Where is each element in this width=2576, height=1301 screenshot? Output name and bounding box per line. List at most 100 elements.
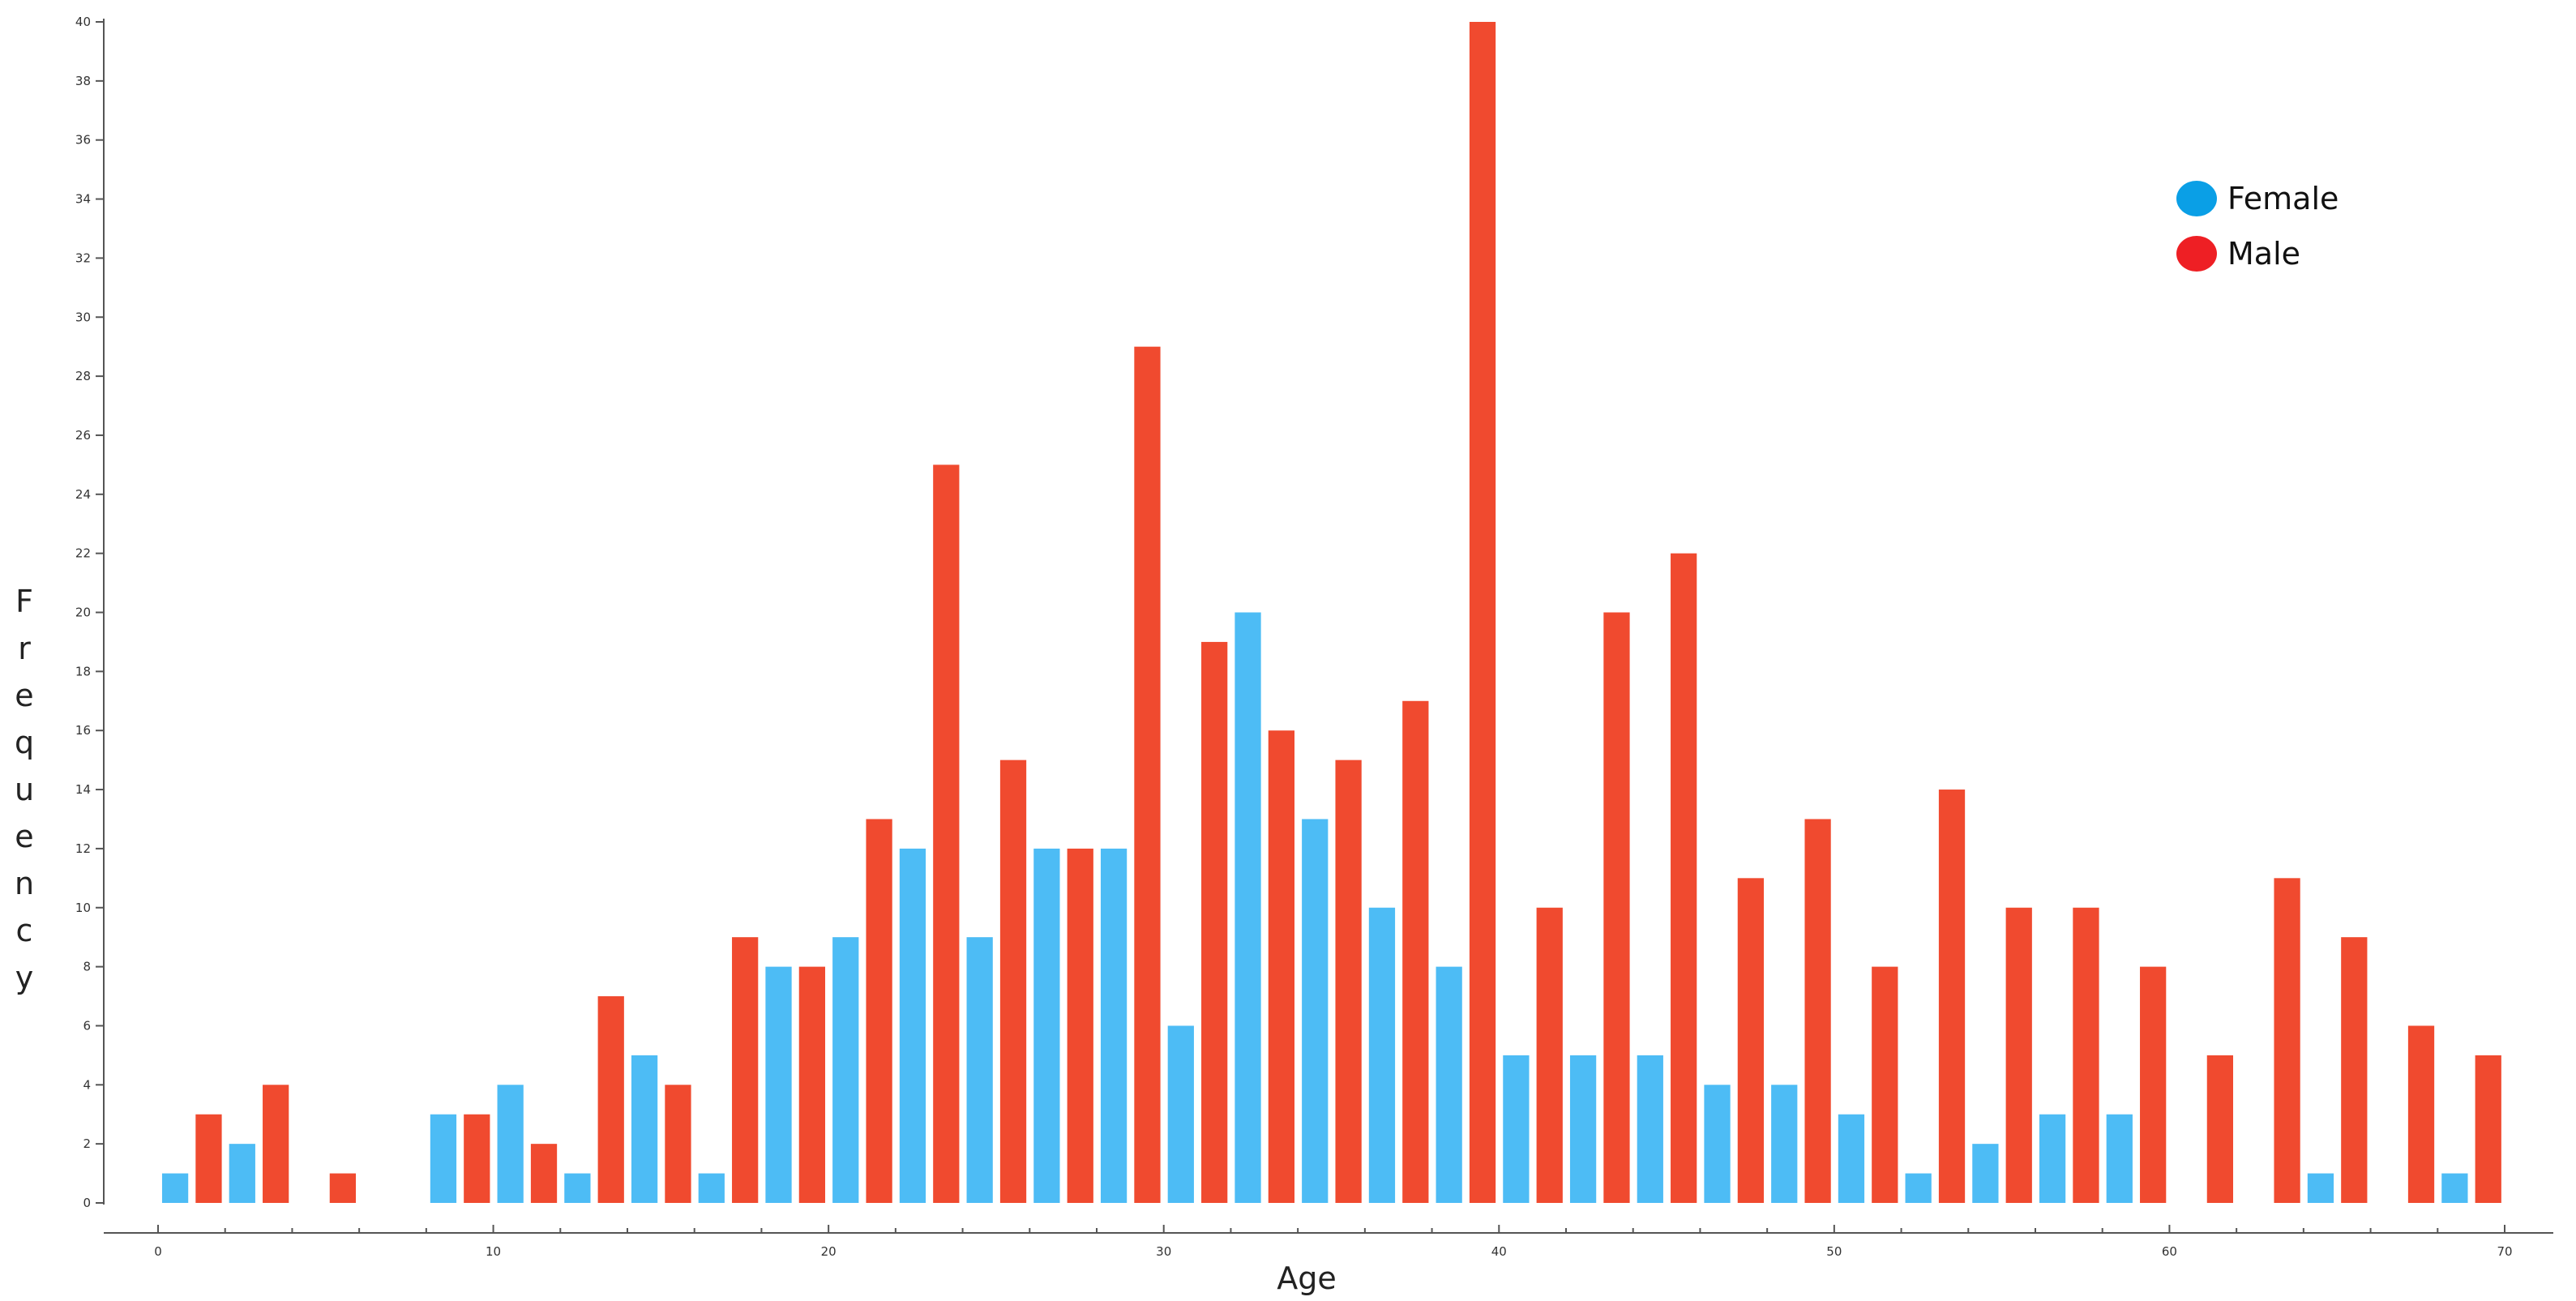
male-bar	[263, 1085, 289, 1203]
male-bar	[2005, 907, 2032, 1203]
male-bar	[732, 937, 759, 1203]
female-bar	[631, 1055, 658, 1203]
female-bar	[832, 937, 859, 1203]
male-bar	[798, 966, 826, 1203]
x-tick-label: 40	[1491, 1244, 1507, 1259]
female-bar	[161, 1173, 189, 1203]
male-bar	[195, 1114, 222, 1203]
female-bar	[1637, 1055, 1663, 1203]
y-tick-label: 20	[75, 606, 91, 620]
male-bar	[1134, 346, 1161, 1203]
y-tick-label: 34	[75, 192, 91, 207]
male-bar	[2140, 966, 2167, 1203]
y-tick-label: 38	[75, 74, 91, 88]
female-bar	[966, 937, 993, 1203]
x-tick-label: 70	[2497, 1244, 2512, 1259]
x-axis: 0 10 20 30 40 50 60 70	[104, 1225, 2553, 1259]
bars-group	[161, 22, 2501, 1203]
male-bar	[665, 1085, 691, 1203]
female-bar	[1167, 1025, 1194, 1203]
x-tick-label: 30	[1156, 1244, 1171, 1259]
female-bar	[765, 966, 792, 1203]
male-bar	[2407, 1025, 2435, 1203]
male-bar	[1067, 848, 1093, 1203]
legend-swatch-female	[2176, 181, 2217, 216]
male-bar	[1268, 730, 1295, 1203]
female-bar	[1368, 907, 1396, 1203]
y-tick-label: 6	[83, 1018, 91, 1033]
female-bar	[1838, 1114, 1865, 1203]
y-tick-label: 24	[75, 487, 91, 502]
male-bar	[866, 819, 892, 1203]
y-tick-label: 0	[83, 1196, 91, 1210]
female-bar	[899, 848, 926, 1203]
male-bar	[1402, 700, 1429, 1203]
female-bar	[564, 1173, 591, 1203]
female-bar	[2441, 1173, 2468, 1203]
female-bar	[1905, 1173, 1932, 1203]
x-tick-label: 10	[486, 1244, 501, 1259]
male-bar	[530, 1144, 558, 1203]
y-tick-label: 40	[75, 15, 91, 29]
female-bar	[1569, 1055, 1597, 1203]
female-bar	[1100, 848, 1128, 1203]
male-bar	[329, 1173, 357, 1203]
male-bar	[2274, 878, 2300, 1203]
female-bar	[229, 1144, 255, 1203]
female-bar	[2039, 1114, 2066, 1203]
y-tick-label: 10	[75, 901, 91, 915]
x-tick-label: 50	[1826, 1244, 1842, 1259]
legend-swatch-male	[2176, 236, 2217, 272]
male-bar	[1469, 22, 1496, 1203]
female-bar	[1436, 966, 1462, 1203]
male-bar	[1804, 819, 1831, 1203]
male-bar	[2341, 937, 2368, 1203]
female-bar	[1033, 848, 1060, 1203]
male-bar	[464, 1114, 490, 1203]
legend-label-female: Female	[2227, 181, 2339, 216]
female-bar	[1235, 612, 1261, 1203]
y-tick-label: 16	[75, 723, 91, 738]
y-tick-label: 28	[75, 369, 91, 383]
male-bar	[1872, 966, 1898, 1203]
female-bar	[430, 1114, 457, 1203]
y-tick-label: 32	[75, 250, 91, 265]
female-bar	[1302, 819, 1329, 1203]
y-tick-label: 26	[75, 428, 91, 443]
male-bar	[2073, 907, 2099, 1203]
male-bar	[1938, 790, 1966, 1203]
male-bar	[1536, 907, 1563, 1203]
female-bar	[1771, 1085, 1798, 1203]
y-tick-label: 14	[75, 782, 91, 797]
male-bar	[2206, 1055, 2234, 1203]
y-tick-label: 18	[75, 664, 91, 678]
x-axis-title: Age	[1277, 1260, 1337, 1296]
male-bar	[1201, 641, 1228, 1203]
male-bar	[1737, 878, 1765, 1203]
female-bar	[1704, 1085, 1731, 1203]
female-bar	[497, 1085, 524, 1203]
male-bar	[2475, 1055, 2501, 1203]
y-tick-label: 2	[83, 1136, 91, 1151]
male-bar	[1671, 553, 1697, 1203]
male-bar	[999, 760, 1027, 1203]
female-bar	[2307, 1173, 2334, 1203]
male-bar	[1335, 760, 1362, 1203]
legend: Female Male	[2176, 181, 2339, 272]
female-bar	[2106, 1114, 2133, 1203]
y-tick-label: 22	[75, 546, 91, 561]
male-bar	[933, 464, 960, 1203]
female-bar	[1503, 1055, 1530, 1203]
y-tick-label: 12	[75, 841, 91, 856]
y-tick-label: 8	[83, 960, 91, 974]
male-bar	[597, 996, 624, 1203]
x-tick-label: 20	[821, 1244, 837, 1259]
y-tick-label: 36	[75, 133, 91, 148]
legend-label-male: Male	[2227, 236, 2300, 272]
y-tick-label: 30	[75, 310, 91, 324]
y-tick-label: 4	[83, 1077, 91, 1092]
x-tick-label: 0	[154, 1244, 162, 1259]
